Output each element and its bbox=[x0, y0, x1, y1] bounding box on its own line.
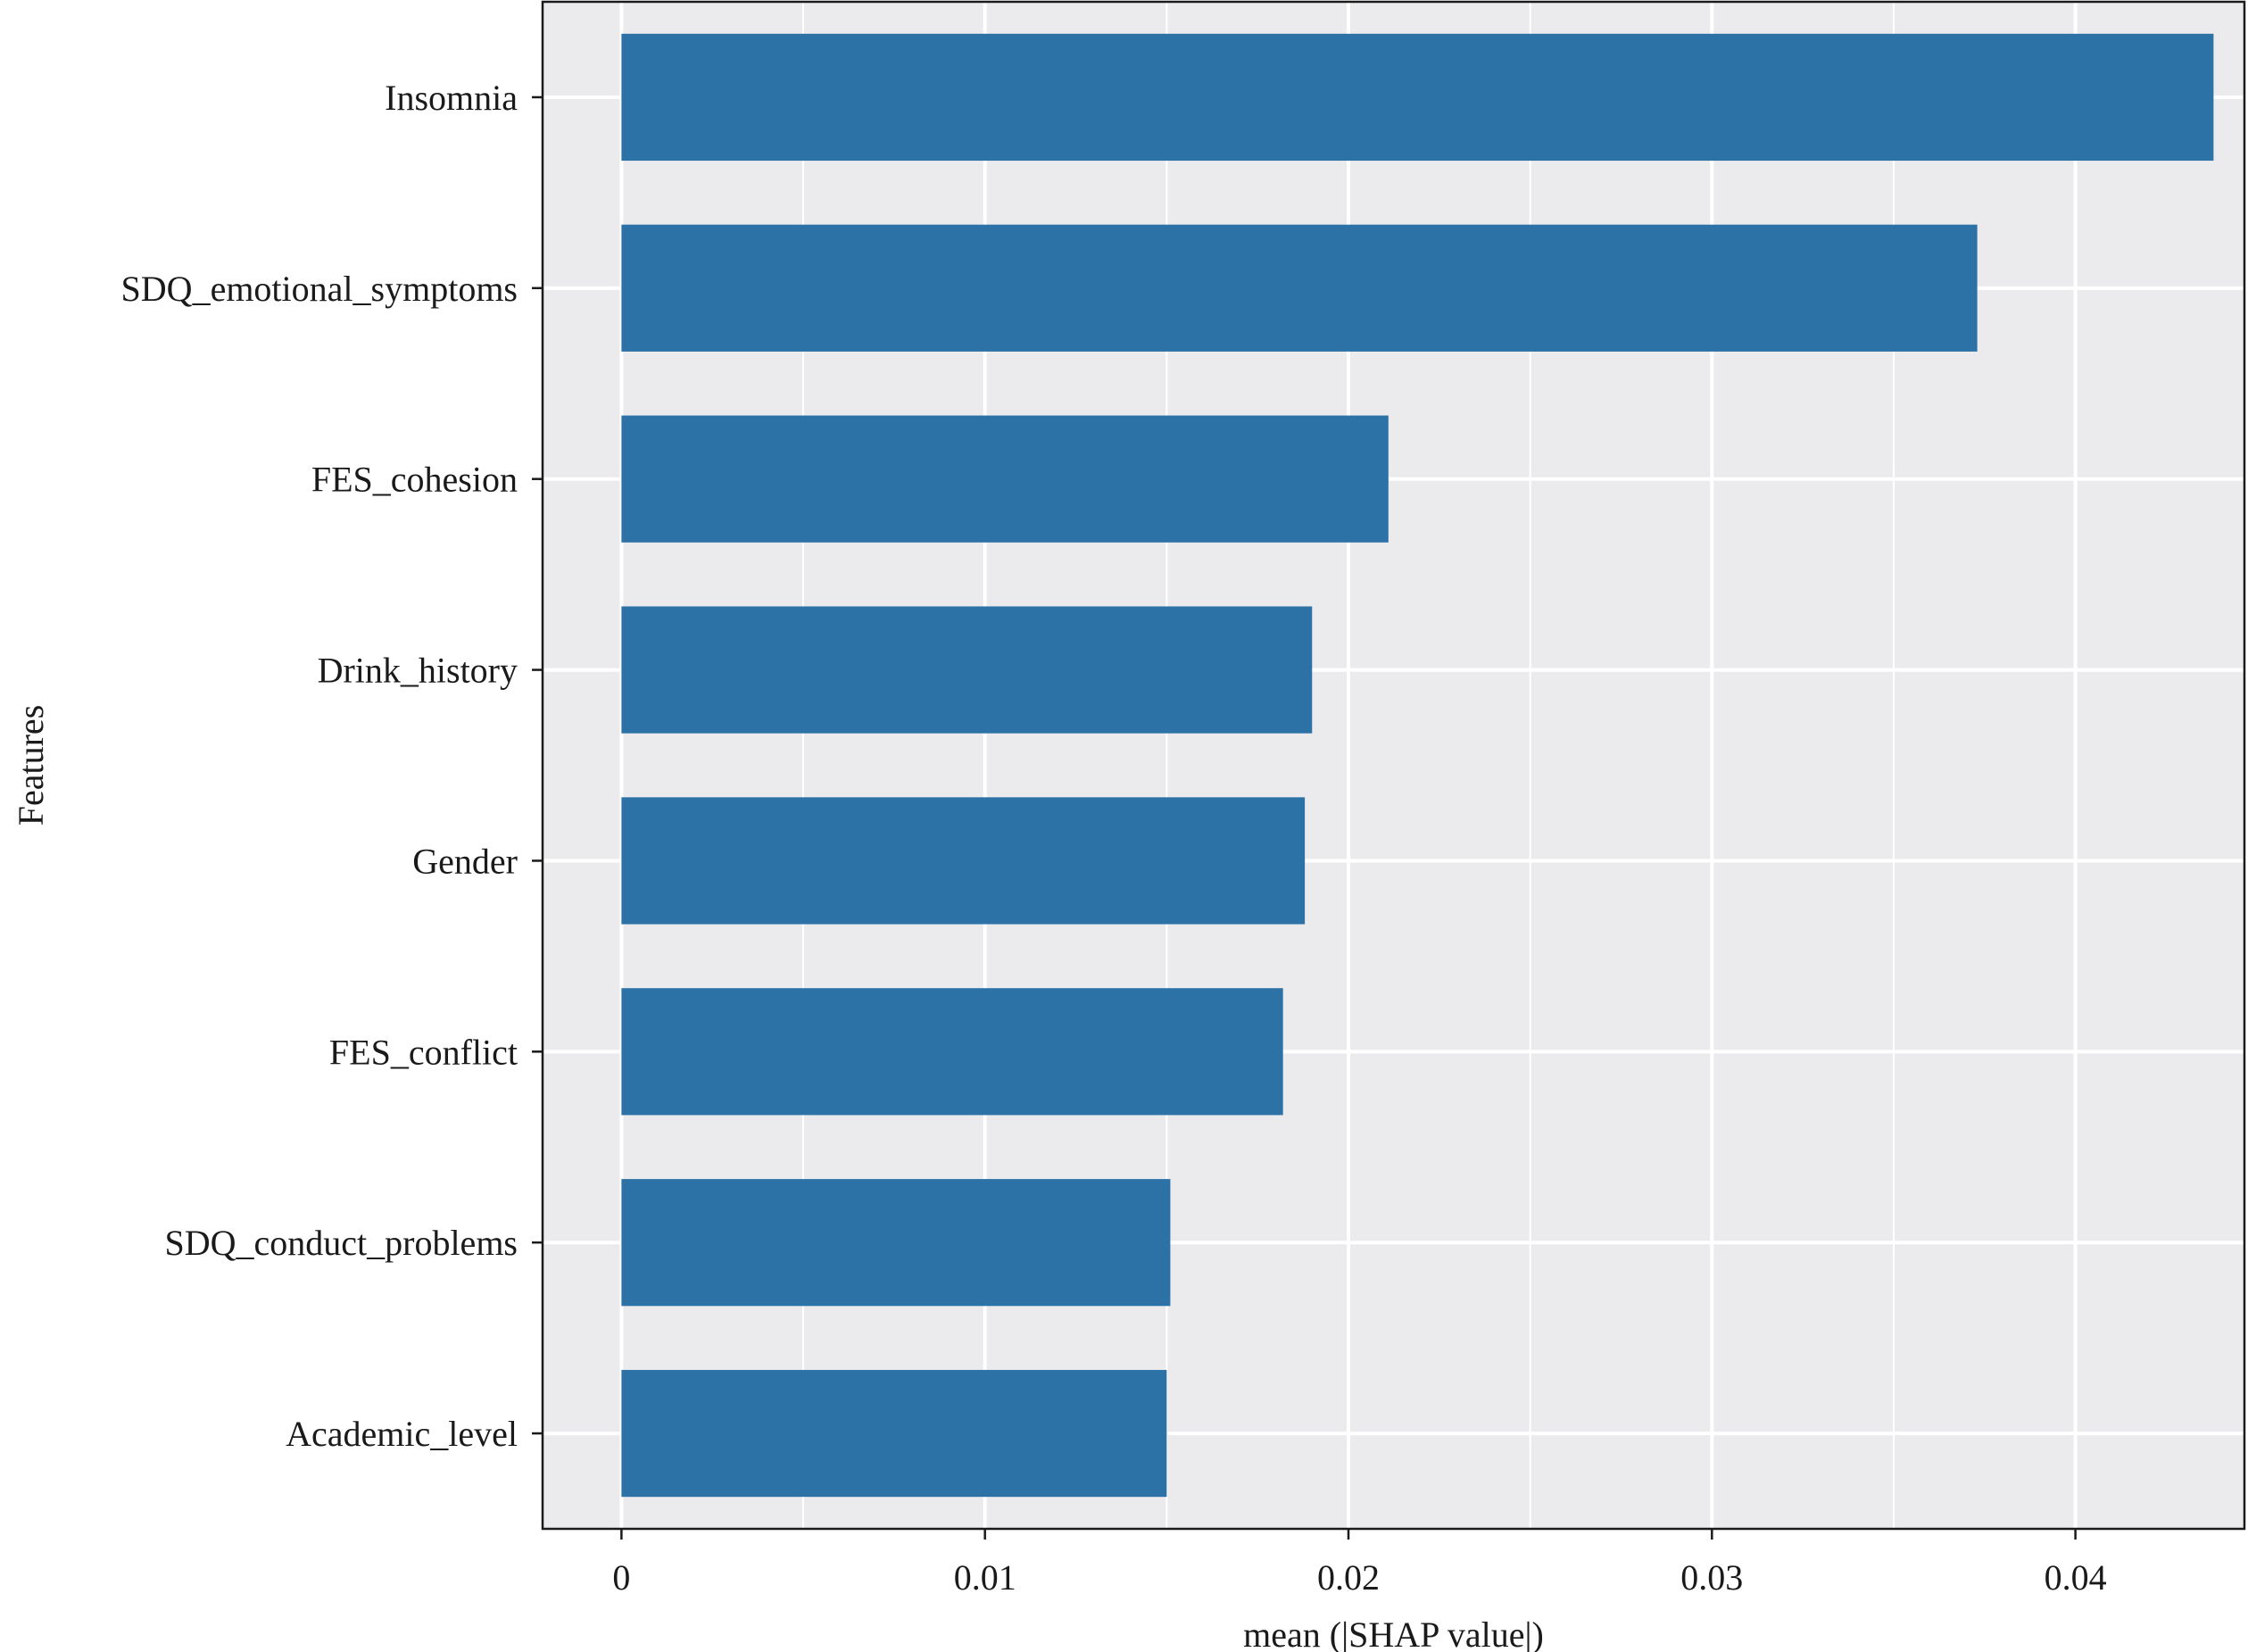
bar-fes-cohesion bbox=[621, 415, 1389, 543]
y-tick-label: FES_conflict bbox=[329, 1032, 518, 1072]
y-tick-label: Gender bbox=[412, 841, 518, 881]
y-tick-label: SDQ_emotional_symptoms bbox=[121, 269, 518, 309]
bars bbox=[621, 33, 2214, 1498]
y-tick-label: FES_cohesion bbox=[311, 460, 518, 500]
x-tick-label: 0.04 bbox=[2045, 1557, 2107, 1598]
x-tick-label: 0 bbox=[612, 1557, 630, 1598]
y-tick-label: Drink_history bbox=[318, 651, 518, 691]
bar-drink-history bbox=[621, 606, 1313, 734]
y-axis-ticks: Insomnia SDQ_emotional_symptoms FES_cohesi… bbox=[121, 78, 543, 1454]
y-tick-label: Insomnia bbox=[385, 78, 518, 118]
bar-insomnia bbox=[621, 33, 2214, 162]
y-axis-title: Features bbox=[11, 705, 51, 826]
bar-fes-conflict bbox=[621, 988, 1283, 1116]
plot-border bbox=[541, 0, 2246, 1531]
x-tick-label: 0.02 bbox=[1317, 1557, 1380, 1598]
bar-sdq-conduct-problems bbox=[621, 1179, 1171, 1307]
x-tick-label: 0.03 bbox=[1680, 1557, 1743, 1598]
bar-sdq-emotional-symptoms bbox=[621, 224, 1978, 352]
bar-gender bbox=[621, 797, 1306, 925]
x-tick-label: 0.01 bbox=[954, 1557, 1016, 1598]
y-tick-label: Academic_level bbox=[286, 1414, 518, 1454]
x-axis-ticks: 0 0.01 0.02 0.03 0.04 bbox=[612, 1529, 2107, 1598]
bar-academic-level bbox=[621, 1369, 1167, 1498]
y-tick-label: SDQ_conduct_problems bbox=[164, 1223, 518, 1263]
x-axis-title: mean (|SHAP value|) bbox=[1243, 1615, 1544, 1652]
